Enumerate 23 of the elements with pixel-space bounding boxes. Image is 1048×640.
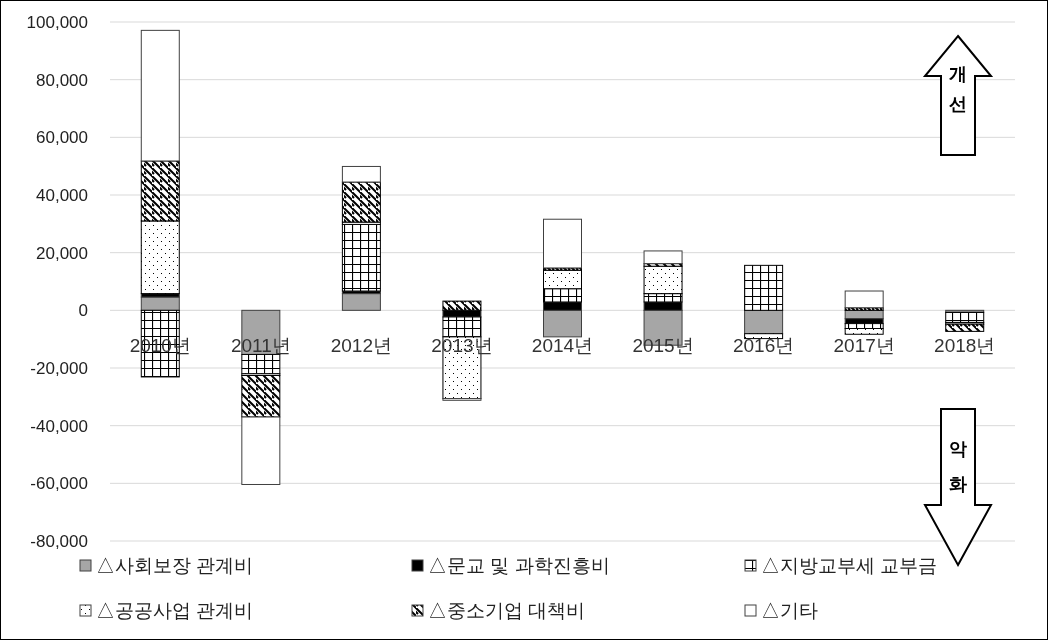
y-tick-label: 20,000 — [36, 243, 88, 263]
x-tick-label: 2016년 — [732, 335, 795, 357]
x-tick-label: 2014년 — [531, 335, 594, 357]
y-tick-label: 60,000 — [36, 128, 88, 148]
y-tick-label: -40,000 — [30, 416, 88, 436]
y-tick-label: -20,000 — [30, 359, 88, 378]
x-tick-label: 2017년 — [833, 335, 895, 357]
legend-label: △기타 — [761, 600, 818, 621]
annotation: 개선 — [949, 64, 967, 114]
y-tick-label: 80,000 — [36, 70, 88, 90]
legend-label: △지방교부세 교부금 — [761, 555, 938, 576]
x-tick-label: 2018년 — [934, 335, 996, 357]
legend-label: △사회보장 관계비 — [96, 555, 254, 576]
y-tick-label: 100,000 — [26, 13, 88, 32]
annotation: 악화 — [949, 439, 967, 494]
legend-label: △공공사업 관계비 — [96, 600, 254, 621]
legend-label: △중소기업 대책비 — [428, 600, 586, 621]
y-tick-label: 0 — [78, 301, 88, 321]
y-tick-label: -80,000 — [30, 532, 88, 551]
x-tick-label: 2012년 — [330, 335, 393, 357]
legend-label: △문교 및 과학진흥비 — [428, 555, 610, 576]
y-tick-label: -60,000 — [30, 474, 88, 494]
y-tick-label: 40,000 — [36, 186, 88, 205]
